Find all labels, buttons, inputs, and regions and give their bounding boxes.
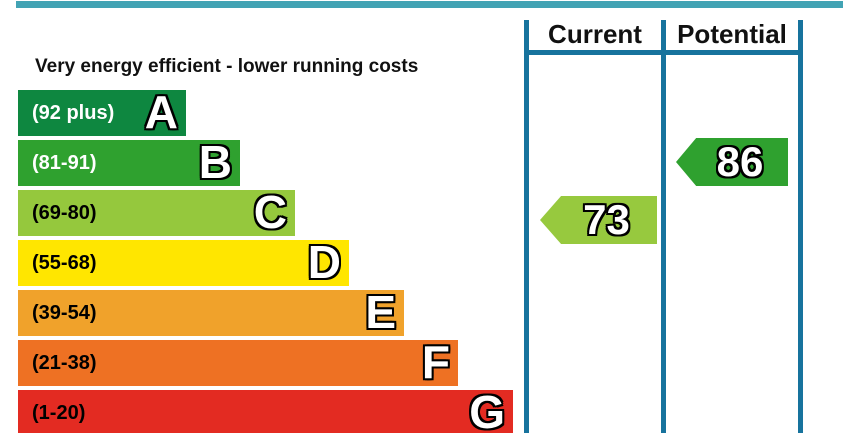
- column-divider: [661, 20, 666, 433]
- band-e-grade: E: [365, 286, 396, 339]
- potential-column-header: Potential: [677, 19, 787, 49]
- band-c-grade: C: [253, 186, 287, 239]
- band-a: (92 plus) A: [18, 86, 186, 139]
- band-d: (55-68) D: [18, 236, 349, 289]
- band-g-range: (1-20): [32, 401, 86, 424]
- band-f-range: (21-38): [32, 351, 97, 374]
- potential-rating-arrow: 86: [676, 138, 788, 186]
- current-column-left-border: [524, 20, 529, 433]
- top-accent-bar: [16, 1, 843, 8]
- band-c-range: (69-80): [32, 201, 97, 224]
- band-e-range: (39-54): [32, 301, 97, 324]
- band-b: (81-91) B: [18, 136, 240, 189]
- band-e: (39-54) E: [18, 286, 404, 339]
- band-b-grade: B: [198, 136, 232, 189]
- current-column-header: Current: [548, 19, 642, 49]
- current-rating-value: 73: [583, 196, 630, 243]
- band-f: (21-38) F: [18, 336, 458, 389]
- band-d-range: (55-68): [32, 251, 97, 274]
- band-g: (1-20) G: [18, 386, 513, 433]
- band-a-range: (92 plus): [32, 101, 115, 124]
- potential-rating-value: 86: [716, 138, 764, 185]
- band-f-grade: F: [421, 336, 450, 389]
- band-a-grade: A: [144, 86, 178, 139]
- band-c: (69-80) C: [18, 186, 295, 239]
- current-rating-arrow: 73: [540, 196, 657, 244]
- header-underline: [524, 50, 803, 55]
- band-g-grade: G: [469, 386, 505, 433]
- band-b-range: (81-91): [32, 151, 97, 174]
- potential-column-right-border: [798, 20, 803, 433]
- efficiency-caption: Very energy efficient - lower running co…: [35, 56, 419, 77]
- band-d-grade: D: [307, 236, 341, 289]
